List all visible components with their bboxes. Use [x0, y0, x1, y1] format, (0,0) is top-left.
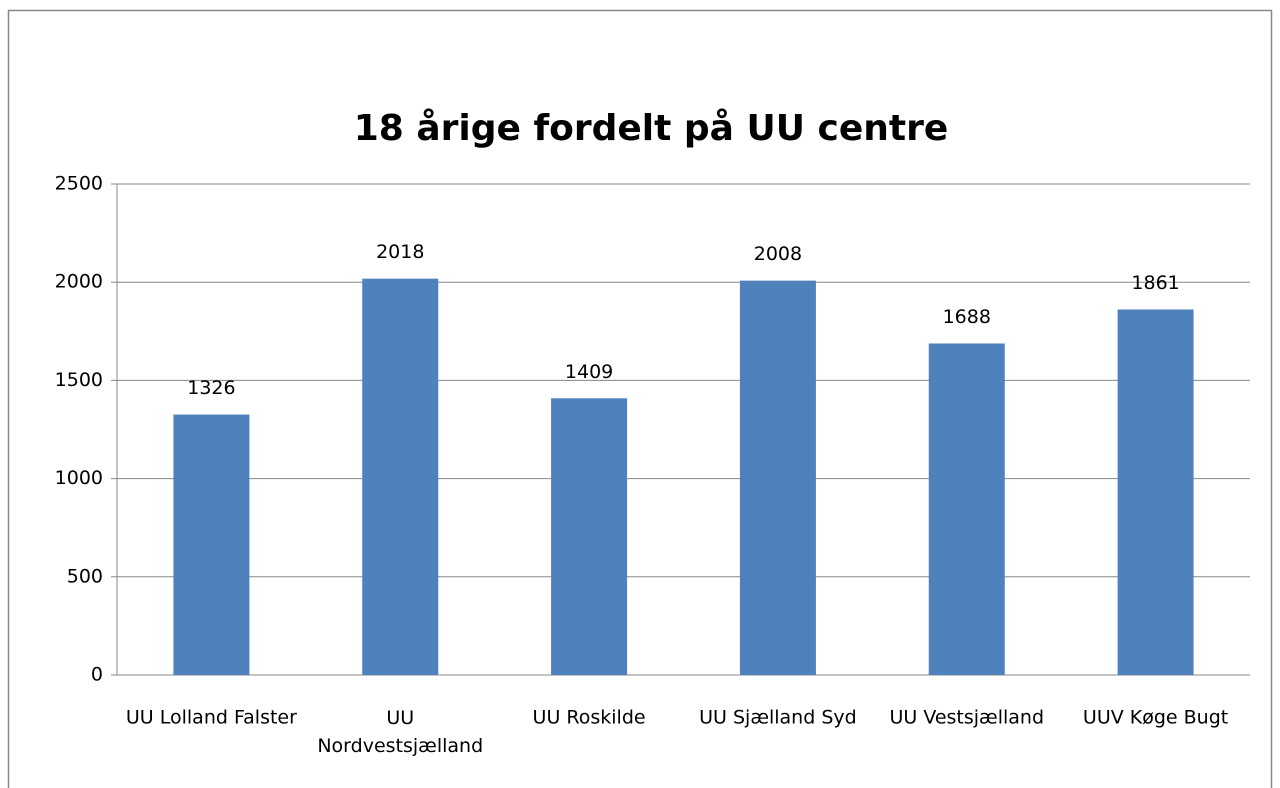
y-tick-label: 2000 [55, 271, 103, 293]
chart-title: 18 årige fordelt på UU centre [354, 108, 949, 149]
x-tick-label: UU Lolland Falster [126, 707, 297, 729]
value-label: 1688 [943, 306, 991, 328]
y-tick-label: 1500 [55, 369, 103, 391]
y-tick-label: 1000 [55, 467, 103, 489]
value-label: 1409 [565, 361, 613, 383]
y-tick-label: 500 [67, 565, 103, 587]
x-tick-label: UU Sjælland Syd [699, 707, 857, 729]
chart-frame [7, 9, 1273, 788]
value-label: 1861 [1131, 272, 1179, 294]
x-tick-label: UU Nordvestsjælland [317, 707, 483, 757]
value-label: 2018 [376, 241, 424, 263]
value-label: 1326 [187, 377, 235, 399]
bar [173, 414, 250, 675]
y-tick-label: 0 [91, 664, 103, 686]
x-tick-label: UUV Køge Bugt [1083, 707, 1228, 729]
x-tick-label: UU Roskilde [533, 707, 646, 729]
bar [739, 280, 816, 675]
bar [362, 278, 439, 675]
bar [551, 398, 628, 675]
y-tick-label: 2500 [55, 173, 103, 195]
bar [928, 343, 1005, 675]
bar [1117, 309, 1194, 675]
value-label: 2008 [754, 243, 802, 265]
x-tick-label: UU Vestsjælland [889, 707, 1044, 729]
